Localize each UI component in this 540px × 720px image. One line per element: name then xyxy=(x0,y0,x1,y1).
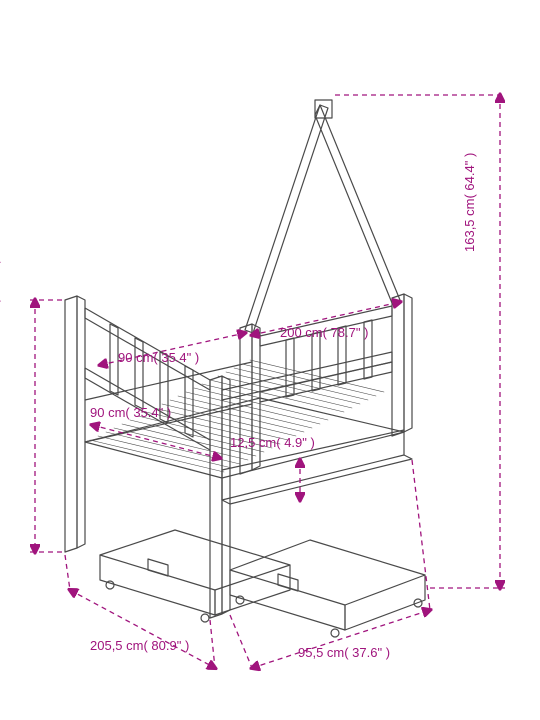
dim-open-paren: ( xyxy=(276,435,284,450)
dim-mattress-width-upper: 90 cm( 35.4" ) xyxy=(118,350,199,365)
dim-close-paren: ) xyxy=(307,435,315,450)
bed-diagram-svg xyxy=(0,0,540,720)
bed-frame-outline xyxy=(65,100,425,637)
dim-text: 95,5 cm( 37.6" ) xyxy=(298,645,390,660)
dim-text: 200 cm( 78.7" ) xyxy=(280,325,368,340)
dim-total-length: 205,5 cm( 80.9" ) xyxy=(90,638,189,653)
dim-text: 163,5 cm( 64.4" ) xyxy=(462,153,477,252)
dim-text: 90 cm( 35.4" ) xyxy=(118,350,199,365)
dim-text-cm: 12,5 cm xyxy=(230,435,276,450)
dim-mattress-width-lower: 90 cm( 35.4" ) xyxy=(90,405,171,420)
dim-total-width: 95,5 cm( 37.6" ) xyxy=(298,645,390,660)
dim-text-in: 4.9" xyxy=(284,435,307,450)
dim-headboard-height: 84 cm( 33.1" ) xyxy=(0,259,1,340)
dim-drawer-height: 12,5 cm( 4.9" ) xyxy=(230,435,315,451)
diagram-stage: 84 cm( 33.1" ) 90 cm( 35.4" ) 200 cm( 78… xyxy=(0,0,540,720)
dim-mattress-length: 200 cm( 78.7" ) xyxy=(280,325,368,340)
dim-total-height: 163,5 cm( 64.4" ) xyxy=(462,153,477,252)
dimension-lines xyxy=(30,95,505,668)
dim-text: 84 cm( 33.1" ) xyxy=(0,259,1,340)
dim-text: 90 cm( 35.4" ) xyxy=(90,405,171,420)
dim-text: 205,5 cm( 80.9" ) xyxy=(90,638,189,653)
